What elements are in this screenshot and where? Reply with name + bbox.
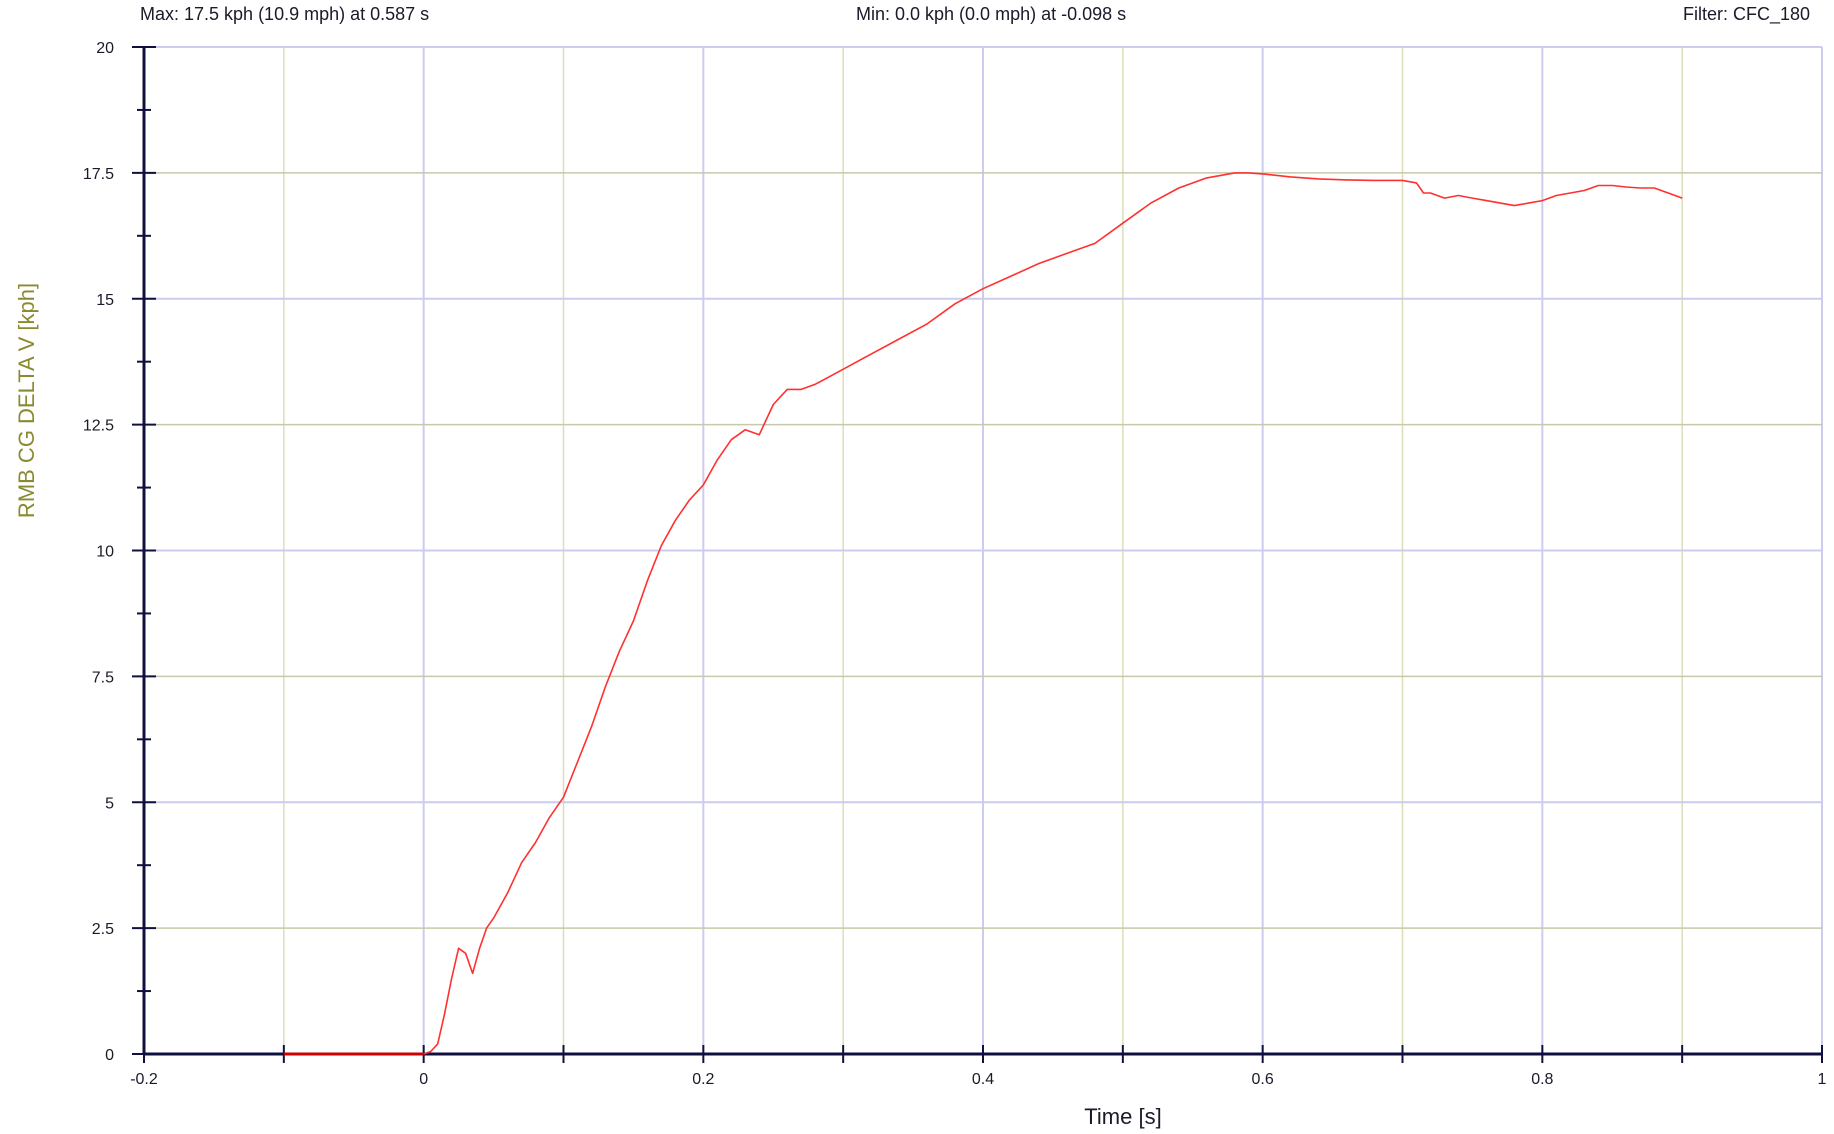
y-tick-label: 2.5: [92, 921, 114, 938]
max-readout: Max: 17.5 kph (10.9 mph) at 0.587 s: [140, 4, 430, 24]
x-tick-label: 0.8: [1531, 1071, 1553, 1088]
y-tick-label: 0: [105, 1047, 114, 1064]
y-axis-title: RMB CG DELTA V [kph]: [14, 283, 39, 518]
series-layer: [283, 172, 1683, 1056]
min-readout: Min: 0.0 kph (0.0 mph) at -0.098 s: [856, 4, 1127, 24]
x-tick-label: 0.4: [972, 1071, 994, 1088]
x-tick-label: -0.2: [130, 1071, 158, 1088]
x-tick-label: 0.2: [692, 1071, 714, 1088]
x-tick-label: 1: [1818, 1071, 1827, 1088]
grid-lines: [144, 46, 1823, 1054]
x-tick-label: 0.6: [1252, 1071, 1274, 1088]
y-tick-label: 7.5: [92, 669, 114, 686]
y-tick-label: 15: [96, 292, 114, 309]
filter-readout: Filter: CFC_180: [1682, 4, 1810, 24]
y-tick-label: 10: [96, 544, 114, 561]
y-tick-label: 20: [96, 40, 114, 57]
y-tick-label: 5: [105, 795, 114, 812]
x-axis-title: Time [s]: [1084, 1104, 1161, 1129]
y-tick-label: 17.5: [83, 166, 114, 183]
y-tick-label: 12.5: [83, 418, 114, 435]
series-line: [423, 172, 1683, 1055]
x-tick-label: 0: [419, 1071, 428, 1088]
